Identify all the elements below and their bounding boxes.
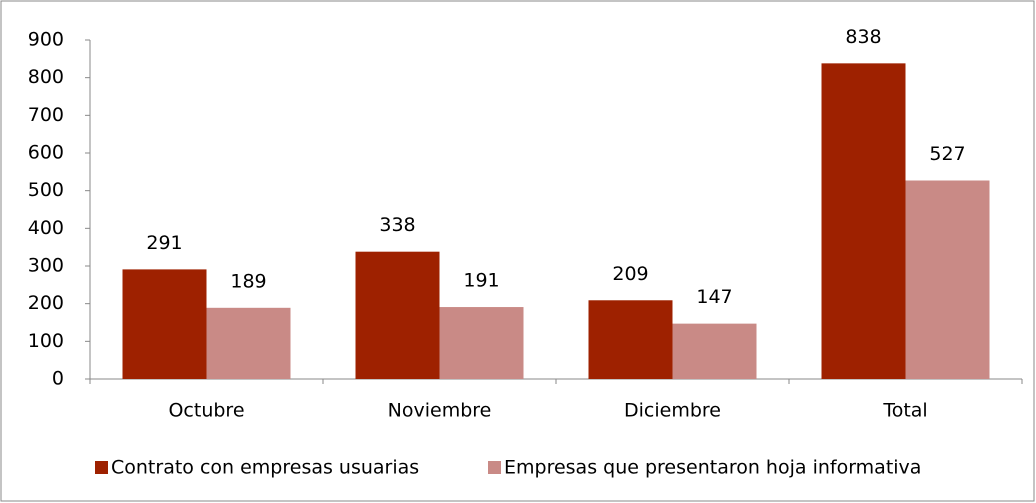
legend-swatch xyxy=(488,461,501,474)
bar xyxy=(122,269,207,379)
x-tick-label: Octubre xyxy=(168,400,244,422)
data-label: 191 xyxy=(463,270,499,292)
data-label: 147 xyxy=(696,286,732,308)
bar xyxy=(821,63,906,379)
y-tick-label: 400 xyxy=(28,217,64,239)
data-label: 338 xyxy=(379,214,415,236)
y-tick-label: 700 xyxy=(28,104,64,126)
x-tick-label: Total xyxy=(882,400,927,422)
bar xyxy=(905,180,990,379)
data-label: 838 xyxy=(845,26,881,48)
bar xyxy=(355,251,440,379)
bar xyxy=(206,307,291,379)
legend-swatch xyxy=(95,461,108,474)
y-tick-label: 0 xyxy=(52,368,64,390)
y-tick-label: 900 xyxy=(28,29,64,51)
data-label: 527 xyxy=(929,143,965,165)
bar xyxy=(588,300,673,379)
y-tick-label: 100 xyxy=(28,330,64,352)
data-label: 291 xyxy=(146,232,182,254)
legend-label: Empresas que presentaron hoja informativ… xyxy=(504,457,921,479)
y-tick-label: 800 xyxy=(28,66,64,88)
y-tick-label: 300 xyxy=(28,255,64,277)
y-tick-label: 200 xyxy=(28,292,64,314)
y-tick-label: 500 xyxy=(28,179,64,201)
x-tick-label: Noviembre xyxy=(388,400,492,422)
x-tick-label: Diciembre xyxy=(624,400,721,422)
bar xyxy=(672,323,757,379)
legend-label: Contrato con empresas usuarias xyxy=(111,457,419,479)
bar xyxy=(439,307,524,379)
y-tick-label: 600 xyxy=(28,142,64,164)
data-label: 209 xyxy=(612,263,648,285)
data-label: 189 xyxy=(230,270,266,292)
